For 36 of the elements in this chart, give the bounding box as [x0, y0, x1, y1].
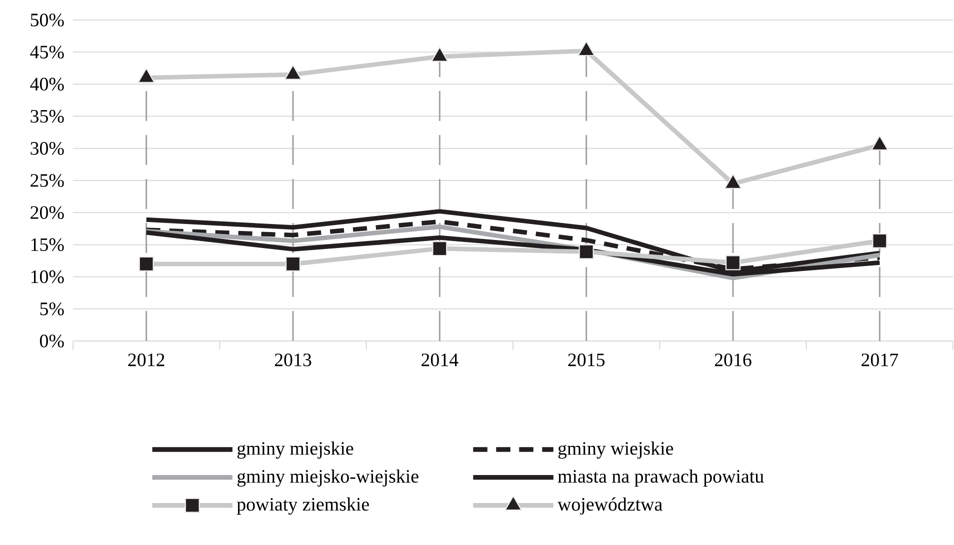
- y-tick-label: 15%: [31, 238, 64, 252]
- y-tick-label: 25%: [30, 174, 64, 187]
- x-tick-label: 2012: [128, 354, 164, 366]
- y-tick-label: 45%: [30, 46, 64, 59]
- point: [578, 244, 594, 260]
- y-tick-label: 10%: [31, 270, 64, 284]
- point: [432, 240, 448, 256]
- point: [578, 40, 596, 56]
- line-series: [144, 209, 882, 274]
- y-tick-label: 20%: [30, 206, 64, 220]
- point: [284, 64, 302, 80]
- point: [285, 256, 301, 272]
- legend-label: gminy miejsko-wiejskie: [237, 469, 418, 487]
- point: [870, 135, 888, 151]
- y-tick-label: 40%: [30, 78, 64, 91]
- point: [138, 68, 156, 84]
- y-tick-label: 5%: [40, 302, 64, 316]
- point: [138, 256, 154, 272]
- point: [725, 255, 741, 270]
- y-tick-label: 30%: [30, 142, 64, 155]
- y-tick-label: 0%: [40, 334, 64, 348]
- legend-label: gminy miejskie: [237, 441, 354, 459]
- x-tick-label: 2017: [862, 354, 898, 366]
- legend-label: miasta na prawach powiatu: [558, 469, 764, 487]
- point: [430, 46, 448, 62]
- y-tick-label: 50%: [30, 14, 64, 26]
- point: [724, 174, 742, 190]
- legend-label: gminy wiejskie: [558, 441, 674, 459]
- x-tick-label: 2016: [714, 354, 752, 366]
- x-tick-label: 2013: [274, 354, 312, 366]
- legend-label: województwa: [558, 497, 662, 515]
- x-tick-label: 2015: [568, 354, 605, 366]
- legend-label: powiaty ziemskie: [236, 497, 369, 515]
- point: [872, 233, 888, 248]
- y-tick-label: 35%: [30, 110, 64, 123]
- x-tick-label: 2014: [422, 354, 458, 366]
